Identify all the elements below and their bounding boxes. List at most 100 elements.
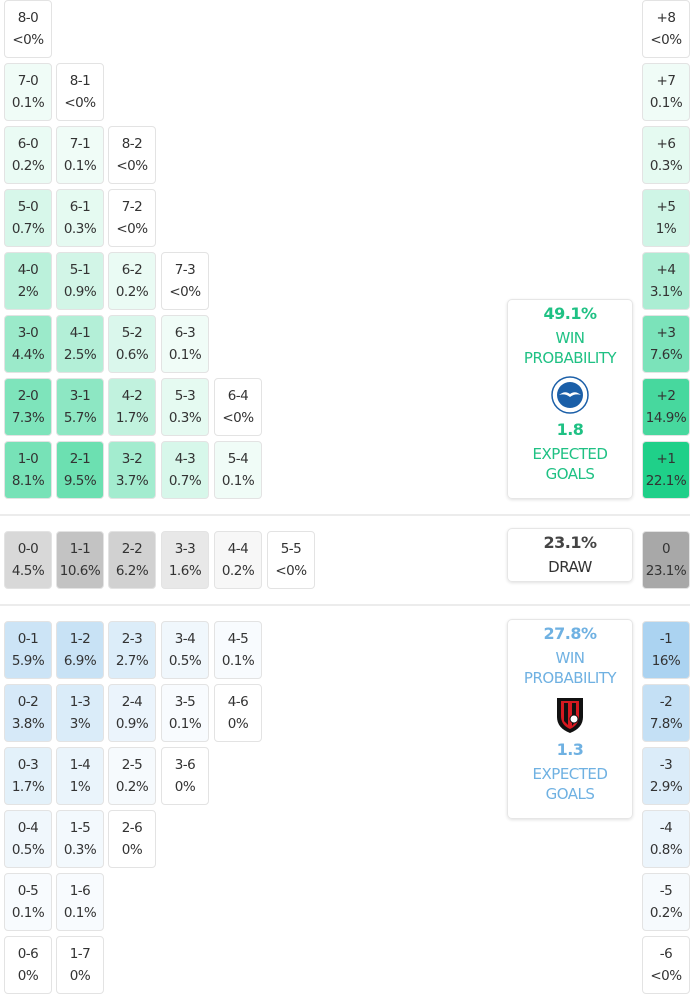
goal-margin-cell[interactable]: +4 3.1% (642, 252, 690, 310)
score-label: 4-0 (17, 262, 39, 278)
score-cell[interactable]: 5-4 0.1% (214, 441, 262, 499)
goal-margin-cell[interactable]: 0 23.1% (642, 531, 690, 589)
probability-value: 0.6% (115, 347, 149, 363)
score-cell[interactable]: 3-3 1.6% (161, 531, 209, 589)
score-cell[interactable]: 6-4 <0% (214, 378, 262, 436)
goal-margin-cell[interactable]: -4 0.8% (642, 810, 690, 868)
score-cell[interactable]: 6-2 0.2% (108, 252, 156, 310)
score-label: 6-1 (69, 199, 91, 215)
probability-value: 14.9% (645, 410, 687, 426)
score-cell[interactable]: 2-3 2.7% (108, 621, 156, 679)
score-cell[interactable]: 4-0 2% (4, 252, 52, 310)
score-cell[interactable]: 2-6 0% (108, 810, 156, 868)
score-cell[interactable]: 6-0 0.2% (4, 126, 52, 184)
score-label: 0-3 (17, 757, 39, 773)
probability-value: 0.2% (11, 158, 45, 174)
score-cell[interactable]: 7-3 <0% (161, 252, 209, 310)
probability-value: 5.9% (11, 653, 45, 669)
score-cell[interactable]: 3-4 0.5% (161, 621, 209, 679)
score-cell[interactable]: 4-3 0.7% (161, 441, 209, 499)
score-cell[interactable]: 5-2 0.6% (108, 315, 156, 373)
goal-margin-cell[interactable]: -6 <0% (642, 936, 690, 994)
score-label: 3-6 (174, 757, 196, 773)
score-cell[interactable]: 6-1 0.3% (56, 189, 104, 247)
probability-value: 0.1% (63, 905, 97, 921)
goal-margin-cell[interactable]: +5 1% (642, 189, 690, 247)
goal-margin-cell[interactable]: -5 0.2% (642, 873, 690, 931)
score-cell[interactable]: 0-1 5.9% (4, 621, 52, 679)
goal-margin-cell[interactable]: +2 14.9% (642, 378, 690, 436)
probability-value: 3.8% (11, 716, 45, 732)
goal-margin-cell[interactable]: -3 2.9% (642, 747, 690, 805)
score-cell[interactable]: 2-4 0.9% (108, 684, 156, 742)
score-cell[interactable]: 1-4 1% (56, 747, 104, 805)
goal-margin-cell[interactable]: +1 22.1% (642, 441, 690, 499)
score-cell[interactable]: 8-1 <0% (56, 63, 104, 121)
score-cell[interactable]: 5-1 0.9% (56, 252, 104, 310)
score-cell[interactable]: 4-6 0% (214, 684, 262, 742)
score-cell[interactable]: 3-2 3.7% (108, 441, 156, 499)
score-cell[interactable]: 1-7 0% (56, 936, 104, 994)
score-cell[interactable]: 0-4 0.5% (4, 810, 52, 868)
score-cell[interactable]: 3-1 5.7% (56, 378, 104, 436)
score-cell[interactable]: 7-1 0.1% (56, 126, 104, 184)
score-label: 2-2 (121, 541, 143, 557)
goal-margin-cell[interactable]: -1 16% (642, 621, 690, 679)
probability-value: 23.1% (645, 563, 687, 579)
score-cell[interactable]: 0-3 1.7% (4, 747, 52, 805)
probability-value: <0% (116, 158, 148, 174)
score-label: 1-1 (69, 541, 91, 557)
score-cell[interactable]: 2-1 9.5% (56, 441, 104, 499)
score-cell[interactable]: 3-6 0% (161, 747, 209, 805)
score-cell[interactable]: 4-2 1.7% (108, 378, 156, 436)
score-cell[interactable]: 1-1 10.6% (56, 531, 104, 589)
score-cell[interactable]: 1-0 8.1% (4, 441, 52, 499)
divider (0, 514, 690, 516)
score-cell[interactable]: 6-3 0.1% (161, 315, 209, 373)
score-cell[interactable]: 1-2 6.9% (56, 621, 104, 679)
score-cell[interactable]: 3-0 4.4% (4, 315, 52, 373)
score-cell[interactable]: 1-5 0.3% (56, 810, 104, 868)
probability-value: 2.7% (115, 653, 149, 669)
goal-margin-cell[interactable]: +6 0.3% (642, 126, 690, 184)
goal-margin-cell[interactable]: +3 7.6% (642, 315, 690, 373)
probability-value: 7.3% (11, 410, 45, 426)
score-label: 4-1 (69, 325, 91, 341)
probability-value: <0% (650, 32, 682, 48)
score-label: 0-6 (17, 946, 39, 962)
goal-margin-cell[interactable]: -2 7.8% (642, 684, 690, 742)
probability-value: <0% (169, 284, 201, 300)
score-label: +8 (656, 10, 676, 26)
score-cell[interactable]: 0-6 0% (4, 936, 52, 994)
score-cell[interactable]: 0-0 4.5% (4, 531, 52, 589)
score-cell[interactable]: 7-2 <0% (108, 189, 156, 247)
score-label: 4-6 (227, 694, 249, 710)
score-cell[interactable]: 1-6 0.1% (56, 873, 104, 931)
score-cell[interactable]: 4-4 0.2% (214, 531, 262, 589)
score-cell[interactable]: 0-5 0.1% (4, 873, 52, 931)
score-cell[interactable]: 4-1 2.5% (56, 315, 104, 373)
score-cell[interactable]: 2-2 6.2% (108, 531, 156, 589)
score-cell[interactable]: 8-0 <0% (4, 0, 52, 58)
score-label: 8-1 (69, 73, 91, 89)
score-cell[interactable]: 4-5 0.1% (214, 621, 262, 679)
score-cell[interactable]: 2-0 7.3% (4, 378, 52, 436)
score-label: 3-1 (69, 388, 91, 404)
probability-value: 0.9% (115, 716, 149, 732)
score-cell[interactable]: 7-0 0.1% (4, 63, 52, 121)
goal-margin-cell[interactable]: +7 0.1% (642, 63, 690, 121)
goal-margin-cell[interactable]: +8 <0% (642, 0, 690, 58)
probability-value: <0% (64, 95, 96, 111)
probability-value: 0.3% (168, 410, 202, 426)
score-cell[interactable]: 5-3 0.3% (161, 378, 209, 436)
score-cell[interactable]: 1-3 3% (56, 684, 104, 742)
score-cell[interactable]: 0-2 3.8% (4, 684, 52, 742)
score-cell[interactable]: 5-0 0.7% (4, 189, 52, 247)
probability-value: 9.5% (63, 473, 97, 489)
score-cell[interactable]: 8-2 <0% (108, 126, 156, 184)
score-cell[interactable]: 2-5 0.2% (108, 747, 156, 805)
score-cell[interactable]: 5-5 <0% (267, 531, 315, 589)
goals-label: GOALS (545, 785, 595, 803)
score-cell[interactable]: 3-5 0.1% (161, 684, 209, 742)
probability-value: 1.7% (115, 410, 149, 426)
